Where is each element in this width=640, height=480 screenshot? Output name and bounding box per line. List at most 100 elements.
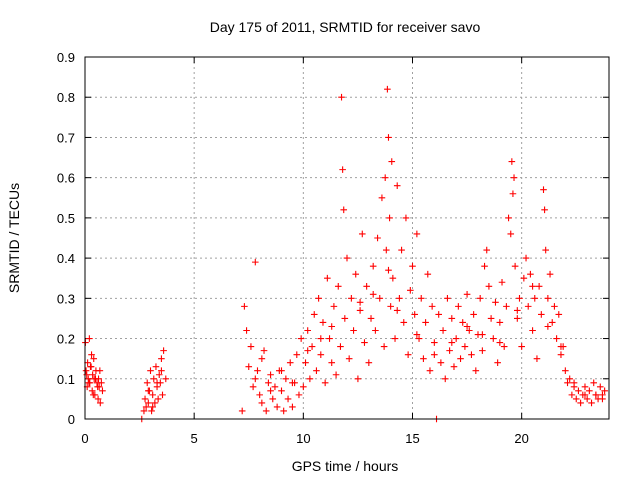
data-point xyxy=(570,379,578,387)
data-point xyxy=(313,367,320,375)
y-tick-label: 0.6 xyxy=(57,171,75,186)
data-point xyxy=(508,158,516,165)
data-points xyxy=(82,85,608,423)
data-point xyxy=(581,391,589,399)
data-point xyxy=(286,359,294,366)
x-tick-label: 15 xyxy=(405,431,419,446)
y-axis-label: SRMTID / TECUs xyxy=(6,183,22,293)
data-point xyxy=(420,355,427,362)
data-point xyxy=(529,282,536,290)
data-point xyxy=(278,387,285,395)
data-point xyxy=(85,379,93,387)
data-point xyxy=(338,93,345,101)
y-tick-label: 0.1 xyxy=(57,372,75,387)
data-point xyxy=(87,363,95,371)
data-point xyxy=(450,363,458,371)
data-point xyxy=(376,295,384,302)
data-point xyxy=(481,262,488,270)
data-point xyxy=(511,262,519,270)
data-point xyxy=(252,258,259,266)
data-point xyxy=(267,387,274,395)
x-tick-label: 5 xyxy=(191,431,198,446)
data-point xyxy=(328,359,336,366)
data-point xyxy=(306,375,314,383)
data-point xyxy=(564,379,571,387)
data-point xyxy=(258,399,266,407)
x-tick-label: 0 xyxy=(81,431,88,446)
data-point xyxy=(369,262,377,270)
data-point xyxy=(431,339,438,346)
data-point xyxy=(548,319,556,326)
data-point xyxy=(280,407,287,415)
data-point xyxy=(476,295,484,302)
data-point xyxy=(295,391,303,399)
data-point xyxy=(271,383,279,391)
data-point xyxy=(289,379,296,387)
data-point xyxy=(343,254,351,262)
data-point xyxy=(88,351,95,358)
data-point xyxy=(435,311,442,318)
y-tick-label: 0.4 xyxy=(57,251,75,266)
data-point xyxy=(245,363,253,371)
data-point xyxy=(326,335,333,342)
data-point xyxy=(485,282,493,290)
data-point xyxy=(463,291,471,298)
data-point xyxy=(82,367,90,375)
data-point xyxy=(388,158,396,165)
data-point xyxy=(494,359,501,366)
x-tick-labels: 0 5 10 15 20 xyxy=(81,431,529,446)
data-point xyxy=(503,303,510,310)
data-point xyxy=(380,343,388,350)
data-point xyxy=(385,134,392,141)
data-point xyxy=(455,303,462,310)
data-point xyxy=(238,407,246,415)
y-tick-label: 0 xyxy=(68,412,75,427)
data-point xyxy=(452,335,460,342)
data-point xyxy=(514,315,521,322)
data-point xyxy=(149,403,156,411)
data-point xyxy=(588,399,595,407)
data-point xyxy=(269,395,277,403)
data-point xyxy=(154,395,162,403)
data-point xyxy=(92,375,99,383)
data-point xyxy=(151,399,159,407)
data-point xyxy=(256,391,263,399)
data-point xyxy=(498,278,506,286)
data-point xyxy=(426,367,434,375)
data-point xyxy=(378,194,386,202)
data-point xyxy=(84,375,92,383)
data-point xyxy=(345,355,353,362)
data-point xyxy=(321,379,329,387)
data-point xyxy=(496,339,504,346)
data-point xyxy=(437,359,445,366)
data-point xyxy=(409,262,416,270)
data-point xyxy=(470,311,477,318)
data-point xyxy=(541,206,548,214)
data-point xyxy=(356,299,364,306)
data-point xyxy=(140,407,148,415)
data-point xyxy=(358,230,366,238)
data-point xyxy=(463,323,471,330)
data-point xyxy=(98,379,105,387)
data-point xyxy=(153,379,161,387)
data-point xyxy=(592,391,600,399)
data-point xyxy=(96,367,104,375)
data-point xyxy=(551,303,558,310)
data-point xyxy=(90,355,98,362)
data-point xyxy=(472,367,480,375)
data-point xyxy=(544,295,552,302)
x-tick-label: 20 xyxy=(514,431,528,446)
data-point xyxy=(252,375,259,383)
data-point xyxy=(265,379,272,387)
data-point xyxy=(332,371,340,379)
data-point xyxy=(361,339,368,346)
data-point xyxy=(385,266,392,274)
data-point xyxy=(413,230,421,238)
data-point xyxy=(160,347,167,354)
data-point xyxy=(468,351,475,358)
data-point xyxy=(387,303,394,310)
data-point xyxy=(507,230,515,238)
data-point xyxy=(424,270,432,278)
data-point xyxy=(562,367,569,375)
data-point xyxy=(352,270,360,278)
